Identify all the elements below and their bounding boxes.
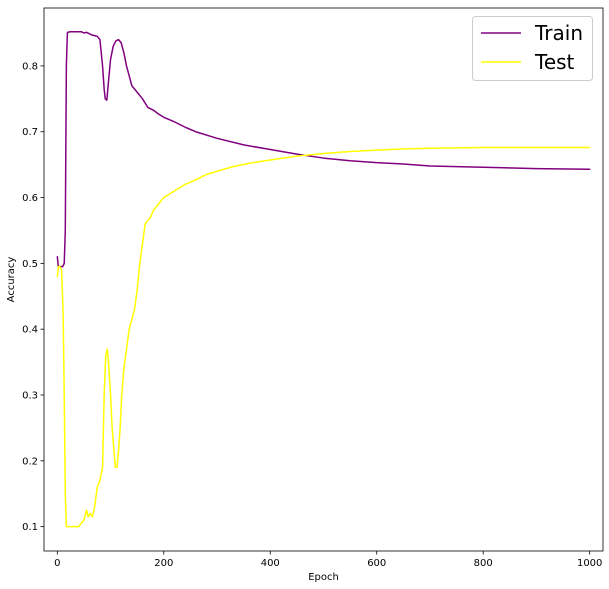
y-axis-label: Accuracy — [6, 257, 17, 303]
y-tick-label: 0.5 — [22, 259, 38, 270]
plot-frame — [43, 7, 604, 552]
y-axis-ticks: 0.1 0.2 0.3 0.4 0.5 0.6 0.7 0.8 — [22, 61, 44, 533]
y-tick-label: 0.6 — [22, 193, 38, 204]
series-line-train — [56, 30, 591, 268]
series-line-test — [56, 146, 591, 528]
y-tick-label: 0.8 — [22, 61, 38, 72]
y-tick-label: 0.7 — [22, 127, 38, 138]
y-tick-label: 0.2 — [22, 456, 38, 467]
x-axis-label: Epoch — [308, 572, 339, 583]
x-tick-label: 1000 — [577, 558, 602, 569]
x-tick-label: 0 — [54, 558, 60, 569]
x-tick-label: 400 — [261, 558, 280, 569]
y-tick-label: 0.4 — [22, 325, 38, 336]
legend: Train Test — [472, 16, 593, 81]
x-tick-label: 200 — [154, 558, 173, 569]
legend-label-train: Train — [534, 21, 583, 45]
legend-label-test: Test — [534, 50, 575, 74]
y-tick-label: 0.3 — [22, 391, 38, 402]
plot-area — [43, 7, 604, 552]
y-tick-label: 0.1 — [22, 522, 38, 533]
x-tick-label: 600 — [367, 558, 386, 569]
x-tick-label: 800 — [474, 558, 493, 569]
x-axis-ticks: 0 200 400 600 800 1000 — [54, 551, 602, 569]
